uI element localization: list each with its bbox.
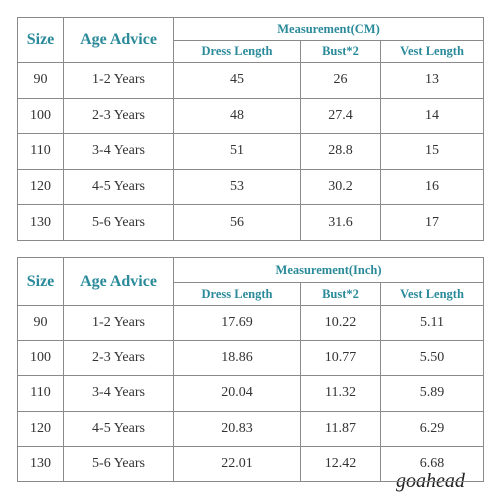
data-cell: 3-4 Years bbox=[63, 375, 174, 412]
data-cell: 130 bbox=[17, 445, 64, 482]
data-cell: 22.01 bbox=[173, 445, 301, 482]
data-cell: 16 bbox=[379, 168, 485, 206]
data-cell: 18.86 bbox=[173, 340, 301, 377]
header-cell: Dress Length bbox=[173, 282, 301, 306]
data-row: 90 1-2 Years 17.69 10.22 5.11 bbox=[17, 304, 485, 342]
data-row: 90 1-2 Years 45 26 13 bbox=[17, 62, 485, 99]
data-row: 130 5-6 Years 56 31.6 17 bbox=[17, 204, 485, 241]
data-cell: 14 bbox=[379, 97, 485, 135]
data-cell: 30.2 bbox=[300, 168, 381, 206]
size-table: Size Age Advice Measurement(Inch) Dress Len… bbox=[17, 257, 485, 482]
data-row: 100 2-3 Years 48 27.4 14 bbox=[17, 97, 485, 135]
data-cell: 120 bbox=[17, 410, 64, 447]
header-cell: Size bbox=[17, 257, 64, 306]
header-cell: Measurement(Inch) bbox=[172, 257, 485, 283]
data-cell: 20.83 bbox=[173, 410, 301, 447]
data-cell: 1-2 Years bbox=[63, 304, 174, 342]
data-cell: 6.29 bbox=[379, 410, 485, 447]
data-cell: 11.32 bbox=[300, 375, 381, 412]
data-cell: 120 bbox=[17, 168, 64, 206]
data-cell: 45 bbox=[173, 62, 301, 99]
header-cell: Measurement(CM) bbox=[172, 17, 485, 41]
data-cell: 17.69 bbox=[173, 304, 301, 342]
data-cell: 1-2 Years bbox=[63, 62, 174, 99]
data-cell: 3-4 Years bbox=[63, 133, 174, 170]
data-cell: 31.6 bbox=[300, 204, 381, 241]
header-row: Size Age Advice Measurement(Inch) bbox=[17, 257, 485, 306]
header-cell: Vest Length bbox=[379, 40, 485, 63]
header-cell: Vest Length bbox=[379, 282, 485, 306]
data-cell: 48 bbox=[173, 97, 301, 135]
data-cell: 5.89 bbox=[379, 375, 485, 412]
data-cell: 26 bbox=[300, 62, 381, 99]
data-cell: 5.50 bbox=[379, 340, 485, 377]
header-row: Size Age Advice Measurement(CM) bbox=[17, 17, 485, 63]
data-cell: 28.8 bbox=[300, 133, 381, 170]
data-cell: 100 bbox=[17, 97, 64, 135]
data-row: 120 4-5 Years 20.83 11.87 6.29 bbox=[17, 410, 485, 447]
data-cell: 90 bbox=[17, 304, 64, 342]
data-cell: 2-3 Years bbox=[63, 340, 174, 377]
data-cell: 5-6 Years bbox=[63, 204, 174, 241]
data-cell: 100 bbox=[17, 340, 64, 377]
data-row: 110 3-4 Years 20.04 11.32 5.89 bbox=[17, 375, 485, 412]
data-cell: 90 bbox=[17, 62, 64, 99]
header-row: Dress Length Bust*2 Vest Length bbox=[18, 282, 485, 306]
header-cell: Age Advice bbox=[63, 17, 174, 63]
data-cell: 6.68 bbox=[379, 445, 485, 482]
data-cell: 110 bbox=[17, 375, 64, 412]
data-cell: 27.4 bbox=[300, 97, 381, 135]
data-row: 100 2-3 Years 18.86 10.77 5.50 bbox=[17, 340, 485, 377]
data-cell: 5.11 bbox=[379, 304, 485, 342]
header-row: Dress Length Bust*2 Vest Length bbox=[18, 40, 485, 63]
data-cell: 4-5 Years bbox=[63, 168, 174, 206]
header-cell: Bust*2 bbox=[300, 40, 381, 63]
header-cell: Dress Length bbox=[173, 40, 301, 63]
data-cell: 13 bbox=[379, 62, 485, 99]
data-row: 110 3-4 Years 51 28.8 15 bbox=[17, 133, 485, 170]
data-row: 130 5-6 Years 22.01 12.42 6.68 bbox=[17, 445, 485, 482]
header-cell: Bust*2 bbox=[300, 282, 381, 306]
data-cell: 4-5 Years bbox=[63, 410, 174, 447]
data-cell: 11.87 bbox=[300, 410, 381, 447]
data-cell: 17 bbox=[379, 204, 485, 241]
data-cell: 5-6 Years bbox=[63, 445, 174, 482]
data-cell: 51 bbox=[173, 133, 301, 170]
data-cell: 56 bbox=[173, 204, 301, 241]
header-cell: Size bbox=[17, 17, 64, 63]
data-cell: 2-3 Years bbox=[63, 97, 174, 135]
data-cell: 10.22 bbox=[300, 304, 381, 342]
header-cell: Age Advice bbox=[63, 257, 174, 306]
data-cell: 110 bbox=[17, 133, 64, 170]
data-cell: 15 bbox=[379, 133, 485, 170]
data-cell: 20.04 bbox=[173, 375, 301, 412]
size-table: Size Age Advice Measurement(CM) Dress Lengt… bbox=[17, 17, 485, 241]
data-row: 120 4-5 Years 53 30.2 16 bbox=[17, 168, 485, 206]
data-cell: 12.42 bbox=[300, 445, 381, 482]
data-cell: 53 bbox=[173, 168, 301, 206]
data-cell: 130 bbox=[17, 204, 64, 241]
data-cell: 10.77 bbox=[300, 340, 381, 377]
